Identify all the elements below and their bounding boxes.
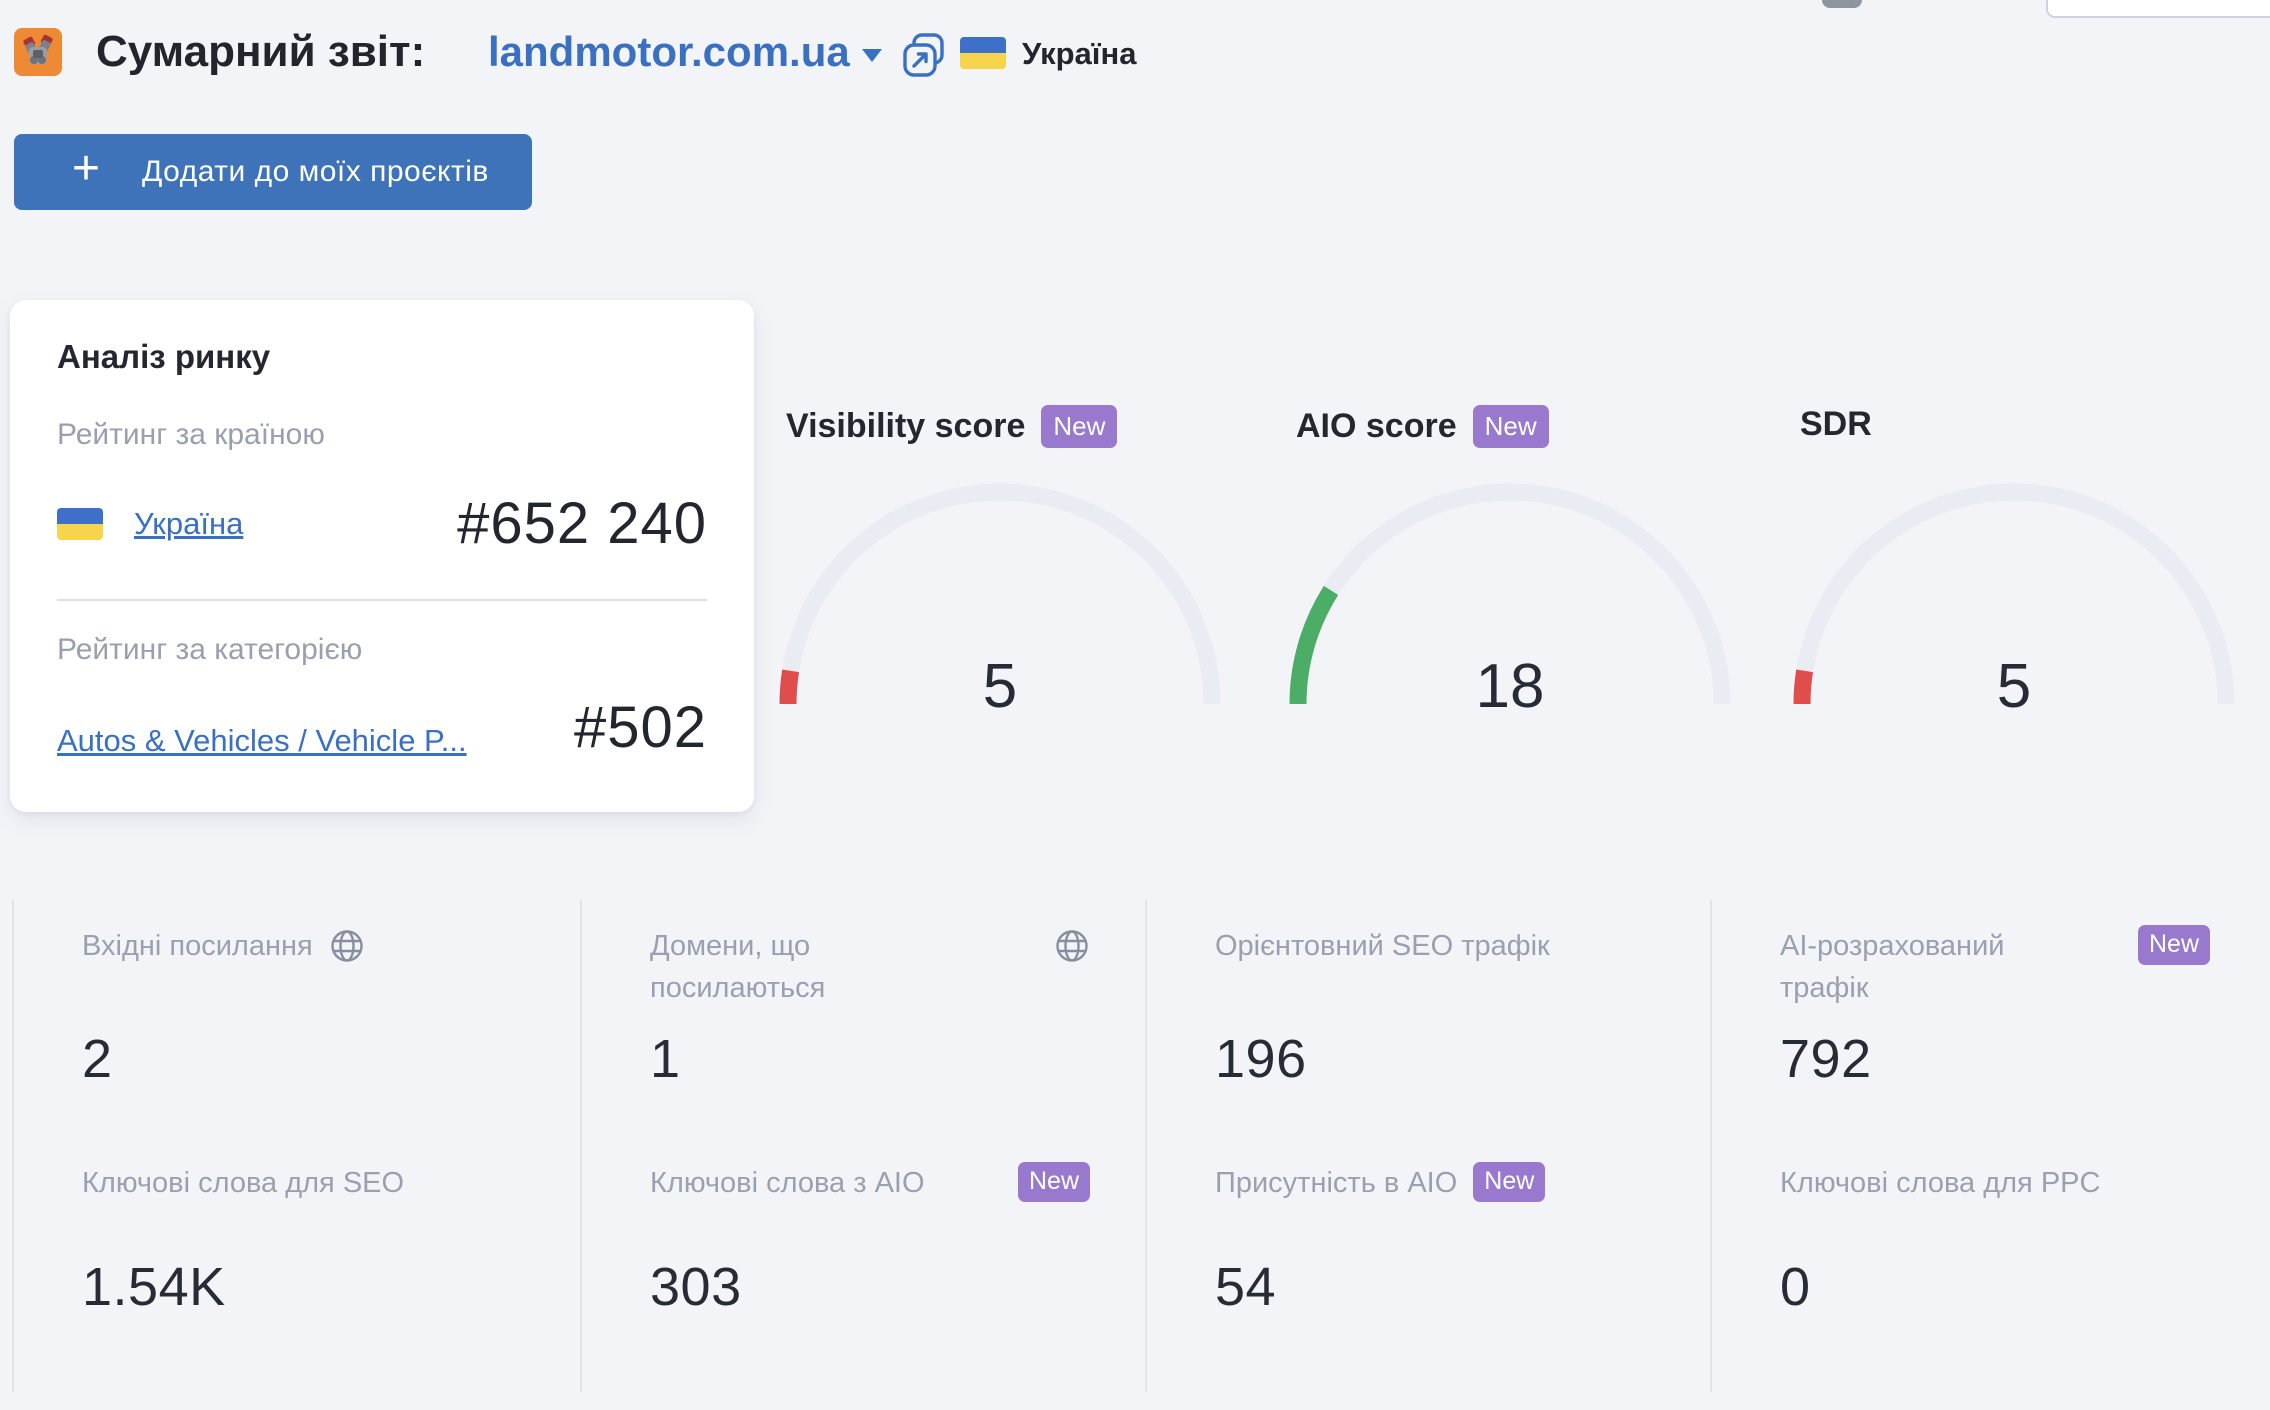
new-badge: New bbox=[2137, 925, 2210, 965]
domain-selector[interactable]: landmotor.com.ua bbox=[488, 22, 882, 82]
gauge-chart: 5 bbox=[1793, 483, 2235, 721]
country-rank-label: Рейтинг за країною bbox=[57, 418, 325, 451]
gauge-aio-score: AIO score New 18 bbox=[1280, 405, 1740, 725]
category-link[interactable]: Autos & Vehicles / Vehicle P... bbox=[57, 722, 467, 758]
new-badge: New bbox=[1017, 1162, 1090, 1202]
category-rank-row: Autos & Vehicles / Vehicle P... #502 bbox=[57, 695, 707, 760]
gauge-chart: 18 bbox=[1289, 483, 1731, 721]
grid-divider bbox=[12, 900, 14, 1392]
add-to-projects-label: Додати до моїх проєктів bbox=[142, 155, 489, 188]
open-report-icon[interactable] bbox=[902, 32, 948, 78]
ukraine-flag-icon bbox=[960, 37, 1006, 69]
new-badge: New bbox=[1041, 405, 1118, 448]
metric-value-seo-traffic: 196 bbox=[1215, 1029, 1307, 1089]
metric-label-ppc-keywords: Ключові слова для PPC bbox=[1780, 1167, 2101, 1199]
market-analysis-title: Аналіз ринку bbox=[57, 338, 271, 375]
metric-value-seo-keywords: 1.54K bbox=[82, 1257, 226, 1317]
grid-divider bbox=[1710, 900, 1712, 1392]
card-divider bbox=[57, 599, 707, 601]
metric-value-backlinks: 2 bbox=[82, 1029, 113, 1089]
gauge-title: AIO score bbox=[1296, 407, 1457, 445]
globe-icon[interactable] bbox=[329, 928, 365, 964]
metric-value-aio-keywords: 303 bbox=[650, 1257, 742, 1317]
new-badge: New bbox=[1473, 1162, 1546, 1202]
cutoff-input-stub[interactable] bbox=[2046, 0, 2270, 18]
gauge-chart: 5 bbox=[779, 483, 1221, 721]
new-badge: New bbox=[1472, 405, 1549, 448]
gauge-visibility-score: Visibility score New 5 bbox=[770, 405, 1230, 725]
category-rank-label: Рейтинг за категорією bbox=[57, 633, 363, 666]
add-to-projects-button[interactable]: + Додати до моїх проєктів bbox=[14, 134, 532, 210]
domain-name: landmotor.com.ua bbox=[488, 28, 850, 75]
metric-value-referring-domains: 1 bbox=[650, 1029, 681, 1089]
cutoff-tooltip-stub bbox=[1822, 0, 1862, 8]
metric-label-ai-traffic: AI-розрахований трафік New bbox=[1780, 925, 2210, 1009]
country-rank-row: Україна #652 240 bbox=[57, 490, 707, 557]
metric-label-backlinks: Вхідні посилання bbox=[82, 925, 542, 967]
gauge-value: 5 bbox=[983, 652, 1017, 721]
site-favicon bbox=[14, 28, 62, 76]
chevron-down-icon bbox=[861, 48, 882, 62]
metric-value-ppc-keywords: 0 bbox=[1780, 1257, 1811, 1317]
grid-divider bbox=[1145, 900, 1147, 1392]
gauge-sdr: SDR 5 bbox=[1784, 405, 2244, 725]
ukraine-flag-icon bbox=[57, 507, 103, 540]
metric-label-seo-traffic: Орієнтовний SEO трафік bbox=[1215, 930, 1550, 962]
header-country-label: Україна bbox=[1022, 36, 1137, 71]
metric-label-seo-keywords: Ключові слова для SEO bbox=[82, 1167, 405, 1199]
country-rank-value: #652 240 bbox=[457, 491, 707, 556]
gauge-title: SDR bbox=[1800, 405, 1872, 443]
metric-label-aio-keywords: Ключові слова з AIO New bbox=[650, 1162, 1090, 1204]
country-link[interactable]: Україна bbox=[134, 505, 244, 541]
gauge-value: 18 bbox=[1476, 652, 1545, 721]
page-title: Сумарний звіт: bbox=[96, 27, 426, 76]
plus-icon: + bbox=[72, 142, 101, 195]
metric-label-aio-presence: Присутність в AIO New bbox=[1215, 1162, 1675, 1204]
metric-value-ai-traffic: 792 bbox=[1780, 1029, 1872, 1089]
engine-icon bbox=[23, 34, 53, 64]
gauge-title: Visibility score bbox=[786, 407, 1026, 445]
metric-label-referring-domains: Домени, що посилаються bbox=[650, 925, 1090, 1009]
globe-icon[interactable] bbox=[1054, 928, 1090, 964]
grid-divider bbox=[580, 900, 582, 1392]
market-analysis-card: Аналіз ринку Рейтинг за країною Україна … bbox=[10, 300, 754, 812]
metric-value-aio-presence: 54 bbox=[1215, 1257, 1277, 1317]
gauge-value: 5 bbox=[1997, 652, 2031, 721]
category-rank-value: #502 bbox=[573, 695, 707, 760]
